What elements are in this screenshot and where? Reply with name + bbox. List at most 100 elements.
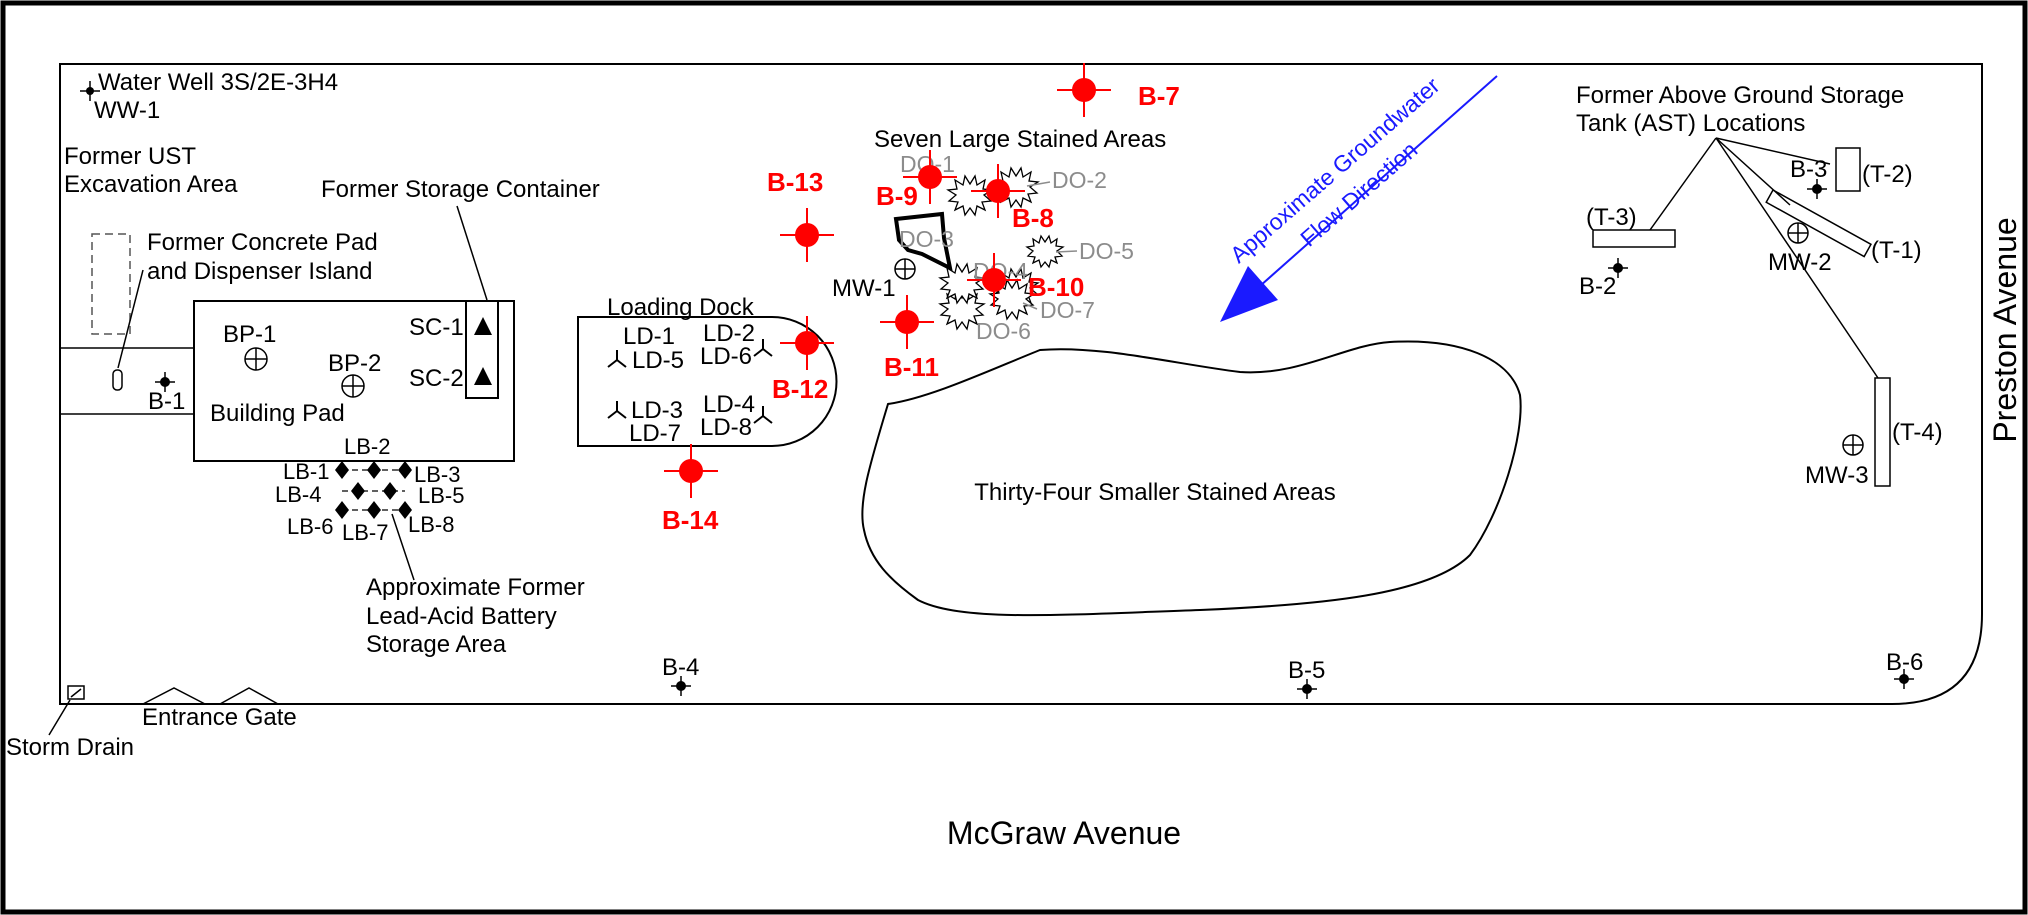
lb-diamond-icons [335, 461, 412, 519]
battery-label-3: Storage Area [366, 631, 507, 658]
b-11-label: B-11 [884, 352, 939, 382]
tank-t-3 [1592, 229, 1676, 248]
b-7-label: B-7 [1138, 81, 1180, 111]
ast-label-1: Former Above Ground Storage [1576, 82, 1904, 109]
storage-container [465, 300, 499, 399]
b-10-red-boring-icon [967, 253, 1021, 307]
tank-t-3-label: (T-3) [1586, 204, 1637, 231]
ld-tripod-icons [607, 339, 773, 424]
ld-2-label: LD-2 [703, 320, 755, 347]
b-3-black-dot-icon [1807, 179, 1827, 199]
former-ust-label-1: Former UST [64, 143, 196, 170]
b-12-label: B-12 [772, 374, 828, 404]
b-4-label: B-4 [662, 654, 699, 681]
storm-drain-marker [67, 685, 85, 700]
b-13-label: B-13 [767, 167, 823, 197]
b-1-black-dot-icon [155, 372, 175, 392]
water-well-id: WW-1 [94, 97, 160, 124]
lb-6-label: LB-6 [287, 514, 333, 539]
thirty-four-label: Thirty-Four Smaller Stained Areas [974, 479, 1335, 506]
lb-8-diamond-icon [398, 501, 412, 519]
battery-leader [391, 513, 415, 581]
do-5-starburst-icon [1025, 234, 1065, 269]
ast-label-2: Tank (AST) Locations [1576, 110, 1805, 137]
gw-flow-arrow-icon [1220, 266, 1278, 322]
battery-label-2: Lead-Acid Battery [366, 603, 557, 630]
do-6-starburst-icon [938, 288, 986, 331]
tank-t-2 [1835, 147, 1861, 192]
do-leaders [1022, 181, 1078, 310]
b-2-label: B-2 [1579, 273, 1616, 300]
water-well-marker [80, 81, 100, 101]
sc-1-triangle-icon [474, 317, 492, 335]
b-10-label: B-10 [1028, 272, 1084, 302]
former-ust-area [91, 233, 131, 335]
do-5-label: DO-5 [1079, 238, 1134, 264]
bp-2-circled-cross-icon [341, 374, 365, 398]
lb-2-diamond-icon [367, 461, 381, 479]
do-6-label: DO-6 [976, 318, 1031, 344]
entrance-gate-label: Entrance Gate [142, 704, 297, 731]
bp-1-circled-cross-icon [244, 347, 268, 371]
battery-label-1: Approximate Former [366, 574, 585, 601]
storm-drain-label: Storm Drain [6, 734, 134, 761]
mw-1-circled-cross-icon [894, 258, 916, 280]
b-13-red-boring-icon [780, 208, 834, 262]
lb-5-diamond-icon [383, 482, 397, 500]
do-6b-starburst-icon [938, 262, 986, 305]
tank-t-1 [1765, 188, 1872, 258]
b-5-black-dot-icon [1297, 679, 1317, 699]
gw-label-1: Approximate Groundwater [1225, 72, 1445, 268]
b-1-label: B-1 [148, 388, 185, 415]
mw-2-circled-cross-icon [1787, 222, 1809, 244]
b-2-black-dot-icon [1608, 258, 1628, 278]
concrete-pad-label-1: Former Concrete Pad [147, 229, 378, 256]
lb-8-label: LB-8 [408, 512, 454, 537]
lb-2-label: LB-2 [344, 434, 390, 459]
loading-dock [577, 316, 838, 447]
ld-4-tripod-icon [753, 406, 773, 424]
b-6-black-dot-icon [1894, 669, 1914, 689]
building-pad-label: Building Pad [210, 400, 345, 427]
lb-3-diamond-icon [398, 461, 412, 479]
lb-3-label: LB-3 [414, 462, 460, 487]
lb-5-label: LB-5 [418, 483, 464, 508]
b-12-red-boring-icon [780, 316, 834, 370]
loading-dock-label: Loading Dock [607, 294, 755, 321]
tank-t-2-label: (T-2) [1862, 161, 1913, 188]
street-mcgraw: McGraw Avenue [947, 815, 1181, 851]
entrance-gate-marker [142, 687, 279, 705]
thirty-four-stained-area [861, 340, 1522, 617]
lb-4-diamond-icon [351, 482, 365, 500]
bp-1-label: BP-1 [223, 321, 276, 348]
b-14-red-boring-icon [664, 444, 718, 498]
sc-2-label: SC-2 [409, 365, 464, 392]
b-14-label: B-14 [662, 505, 719, 535]
lb-1-label: LB-1 [283, 459, 329, 484]
lb-7-label: LB-7 [342, 520, 388, 545]
b-9-red-boring-icon [903, 150, 957, 204]
storage-container-label: Former Storage Container [321, 176, 600, 203]
lb-6-diamond-icon [335, 501, 349, 519]
ld-1-tripod-icon [607, 350, 627, 368]
lb-1-diamond-icon [335, 461, 349, 479]
b-11-red-boring-icon [880, 295, 934, 349]
tank-t-4 [1874, 377, 1891, 487]
gw-flow-line [1259, 75, 1498, 287]
mw-3-label: MW-3 [1805, 462, 1869, 489]
site-boundary [59, 63, 1983, 705]
ld-6-label: LD-6 [700, 343, 752, 370]
sc-1-label: SC-1 [409, 314, 464, 341]
ld-3-label: LD-3 [631, 397, 683, 424]
street-preston: Preston Avenue [1987, 217, 2023, 442]
storage-container-leader [456, 205, 488, 301]
ld-1-label: LD-1 [623, 323, 675, 350]
b-8-label: B-8 [1012, 203, 1054, 233]
do-1-starburst-icon [946, 174, 994, 217]
lb-4-label: LB-4 [275, 482, 321, 507]
mw-1-label: MW-1 [832, 275, 896, 302]
b-8-red-boring-icon [971, 164, 1025, 218]
b-9-label: B-9 [876, 181, 918, 211]
do-3-label: DO-3 [899, 226, 954, 252]
